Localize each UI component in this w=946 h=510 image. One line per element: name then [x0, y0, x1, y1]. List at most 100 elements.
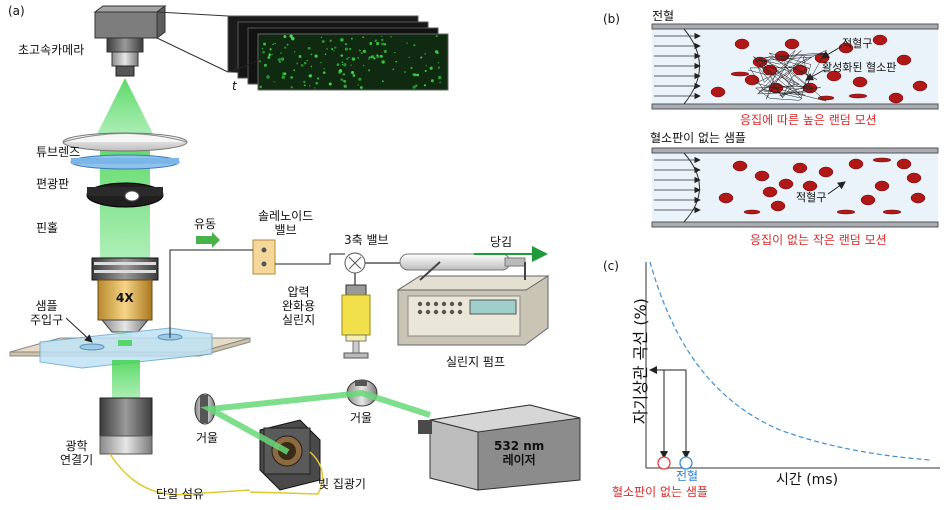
speckle [267, 56, 271, 59]
green-beam-lower [112, 360, 140, 400]
red-blood-cell [718, 192, 734, 204]
speckle [344, 47, 349, 51]
speckle [290, 86, 293, 89]
speckle [410, 66, 413, 70]
speckle [283, 72, 287, 75]
flow-arrow [196, 232, 220, 248]
speckle [281, 75, 285, 79]
speckle [258, 60, 262, 63]
green-beam-upper [95, 78, 155, 138]
rbc-label-top: 적혈구 [842, 37, 873, 50]
valve3-label: 3축 밸브 [344, 233, 389, 247]
speckle [394, 52, 396, 54]
speckle [310, 53, 313, 56]
pump-button [417, 301, 423, 307]
speckle [308, 74, 312, 78]
speckle [280, 52, 282, 54]
pinhole-label: 핀홀 [36, 221, 59, 235]
pump-button [449, 301, 455, 307]
speckle [381, 80, 384, 83]
mirror1-label: 거울 [196, 431, 219, 445]
objective-lens [91, 257, 159, 342]
speckle [333, 50, 335, 52]
red-blood-cell [888, 92, 904, 104]
laser-532nm [418, 404, 581, 491]
pump-button [433, 309, 439, 315]
speckle [322, 71, 326, 74]
red-blood-cell [848, 158, 864, 170]
laser-beam [200, 389, 431, 455]
speckle [272, 43, 274, 46]
red-blood-cell [778, 178, 794, 190]
red-blood-cell [802, 180, 818, 192]
speckle [306, 59, 308, 62]
tube-line-valve [275, 253, 345, 265]
red-blood-cell [872, 157, 892, 163]
speckle [326, 48, 328, 50]
speckle [376, 55, 380, 59]
fiber-label: 단일 섬유 [156, 487, 204, 501]
red-blood-cell [762, 186, 778, 198]
speckle [323, 68, 325, 70]
optical-coupler-line1: 광학 [65, 439, 88, 453]
speckle [274, 42, 276, 45]
speckle [329, 39, 332, 42]
speckle [437, 75, 442, 80]
whole-blood-title: 전혈 [652, 9, 675, 23]
speckle [328, 82, 332, 86]
speckle [348, 56, 350, 59]
speckle [314, 54, 318, 58]
pressure-syringe-label: 압력 완화용 실린지 [282, 285, 315, 327]
speckle [298, 55, 302, 58]
laser-label-line1: 532 nm [494, 439, 545, 453]
tube-lens-label: 튜브렌즈 [36, 145, 81, 159]
solenoid-label-line1: 솔레노이드 [258, 209, 314, 223]
speckle [316, 77, 320, 80]
speckle [430, 79, 434, 83]
speckle [383, 42, 387, 46]
speckle [336, 63, 340, 67]
red-blood-cell [896, 158, 912, 170]
speckle [321, 40, 325, 43]
syringe-pump [396, 253, 550, 346]
speckle [420, 56, 423, 59]
speckle [379, 54, 383, 58]
speckle [300, 64, 304, 67]
speckle [341, 63, 344, 66]
polarizer-label: 편광판 [36, 177, 70, 191]
red-blood-cell [770, 200, 786, 212]
red-blood-cell [710, 86, 726, 98]
solenoid-label: 솔레노이드 밸브 [258, 209, 314, 238]
speckle [293, 69, 296, 72]
speckle [375, 41, 380, 46]
pull-label: 당김 [490, 235, 513, 249]
no-platelet-marker-label: 혈소판이 없는 샘플 [612, 485, 708, 499]
speckle [434, 50, 439, 54]
speckle [346, 57, 349, 60]
red-blood-cell [860, 194, 876, 206]
speckle [286, 43, 289, 46]
speckle [357, 84, 359, 86]
speckle [362, 36, 365, 39]
red-blood-cell [754, 170, 770, 182]
speckle [368, 56, 371, 59]
solenoid-valve [252, 239, 276, 275]
panel-b-tag: (b) [603, 12, 620, 26]
speckle [269, 48, 272, 51]
mirror2-label: 거울 [350, 411, 373, 425]
speckle [290, 76, 293, 79]
red-blood-cell [784, 38, 800, 50]
red-blood-cell [732, 160, 748, 172]
pump-button [449, 309, 455, 315]
red-blood-cell [906, 172, 922, 184]
speckle [406, 42, 408, 44]
red-blood-cell [743, 209, 761, 215]
speckle [435, 35, 438, 38]
top-caption: 응집에 따른 높은 랜덤 모션 [740, 113, 877, 127]
pinhole [86, 182, 164, 208]
activated-platelet-mesh [747, 49, 827, 102]
inlet-label-line1: 샘플 [35, 299, 58, 313]
no-platelet-title: 혈소판이 없는 샘플 [650, 131, 746, 145]
objective-mag-label: 4X [116, 291, 134, 305]
panel-a-tag: (a) [8, 4, 25, 18]
